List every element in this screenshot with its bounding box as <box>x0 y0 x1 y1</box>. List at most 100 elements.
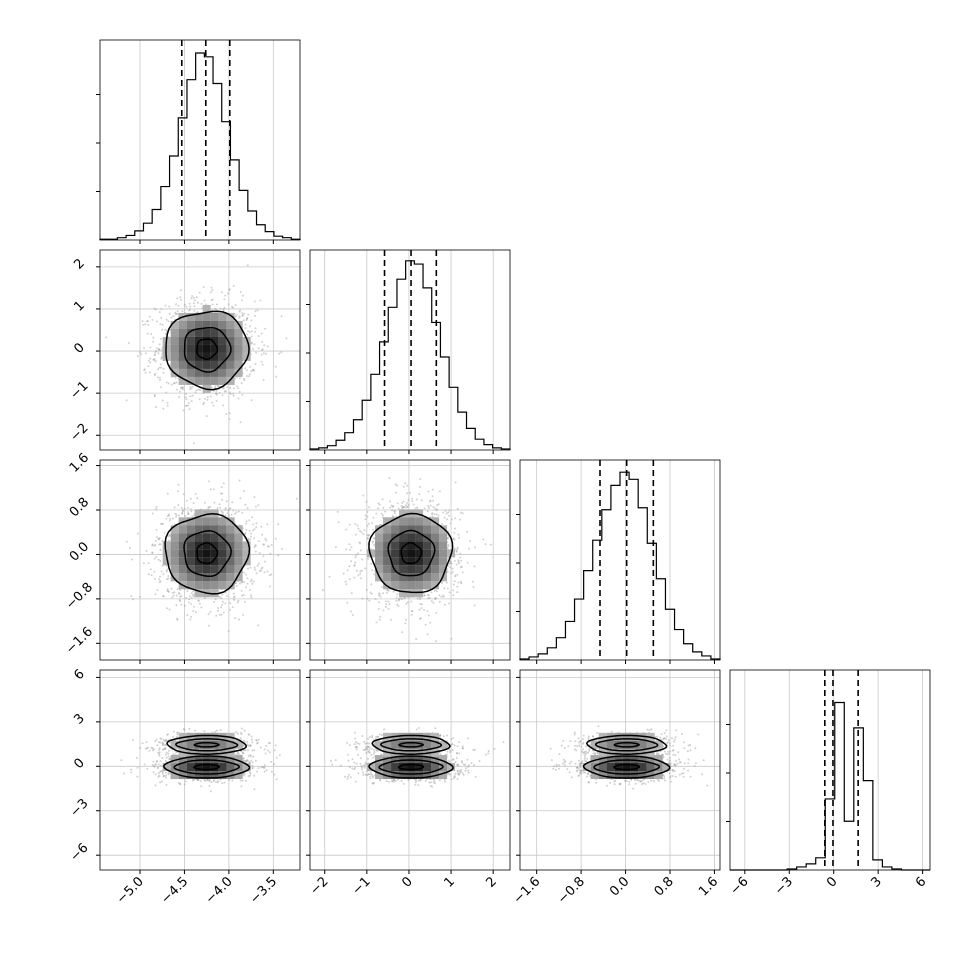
scatter-point <box>400 504 403 507</box>
scatter-point <box>250 399 253 402</box>
scatter-point <box>208 780 211 782</box>
scatter-point <box>159 549 162 551</box>
scatter-point <box>443 603 446 606</box>
scatter-point <box>218 385 221 388</box>
scatter-point <box>455 550 458 552</box>
scatter-point <box>245 319 248 321</box>
scatter-point <box>193 595 195 598</box>
scatter-point <box>346 569 349 572</box>
density-cell <box>218 368 227 377</box>
x-tick-label: 0 <box>824 874 840 890</box>
density-cell <box>210 573 219 582</box>
scatter-point <box>185 499 188 502</box>
scatter-point <box>166 515 169 518</box>
scatter-point <box>354 561 357 564</box>
scatter-point <box>190 592 193 595</box>
scatter-point <box>220 492 222 495</box>
density-cell <box>178 336 187 345</box>
scatter-point <box>253 496 256 499</box>
scatter-point <box>267 545 269 548</box>
density-cell <box>194 320 203 329</box>
scatter-point <box>227 515 230 518</box>
scatter-point <box>153 544 156 547</box>
scatter-point <box>255 351 258 354</box>
scatter-point <box>406 501 408 504</box>
scatter-point <box>263 344 266 347</box>
scatter-point <box>243 379 246 382</box>
density-cell <box>194 352 203 361</box>
scatter-point <box>250 596 253 599</box>
scatter-point <box>243 490 246 493</box>
scatter-point <box>159 543 162 546</box>
scatter-point <box>465 530 468 533</box>
density-cell <box>431 557 440 566</box>
density-cell <box>407 573 416 582</box>
panel-frame <box>99 249 301 451</box>
scatter-point <box>175 381 178 384</box>
scatter-point <box>216 303 218 306</box>
scatter-point <box>153 358 156 360</box>
scatter-point <box>193 309 196 312</box>
scatter-point <box>186 614 189 617</box>
scatter-point <box>237 397 240 400</box>
scatter-point <box>410 600 413 603</box>
scatter-point <box>431 512 434 515</box>
scatter-point <box>214 385 217 388</box>
scatter-point <box>246 507 249 510</box>
scatter-point <box>154 763 157 766</box>
scatter-point <box>450 637 453 640</box>
scatter-point <box>147 359 150 362</box>
scatter-point <box>261 566 264 569</box>
scatter-point <box>185 404 188 407</box>
scatter-point <box>397 507 400 510</box>
density-cell <box>391 549 400 558</box>
scatter-point <box>188 595 191 598</box>
density-cell <box>423 549 432 558</box>
density-cell <box>202 352 211 361</box>
scatter-point <box>253 774 256 777</box>
scatter-point <box>396 484 398 487</box>
density-cell <box>202 573 211 582</box>
scatter-point <box>274 744 277 747</box>
scatter-point <box>182 409 185 412</box>
scatter-point <box>167 755 170 758</box>
scatter-point <box>390 504 393 507</box>
scatter-point <box>254 544 257 547</box>
scatter-point <box>154 577 156 580</box>
density-cell <box>367 549 376 558</box>
density-cell <box>178 360 187 369</box>
scatter-point <box>382 592 384 595</box>
scatter-point <box>280 351 283 354</box>
scatter-point <box>221 498 223 501</box>
density-cell <box>194 344 203 353</box>
scatter-point <box>245 529 248 531</box>
scatter-point <box>244 532 247 535</box>
density-cell <box>210 533 219 542</box>
scatter-point <box>186 506 189 509</box>
scatter-point <box>239 421 242 424</box>
scatter-point <box>256 742 259 745</box>
scatter-point <box>243 729 246 732</box>
scatter-point <box>228 289 230 291</box>
density-cell <box>407 533 416 542</box>
scatter-point <box>153 307 156 310</box>
density-cell <box>170 541 179 550</box>
density-cell <box>234 549 243 558</box>
scatter-point <box>158 538 160 541</box>
scatter-point <box>241 594 244 597</box>
scatter-point <box>377 608 380 610</box>
scatter-point <box>459 552 462 555</box>
scatter-point <box>363 529 366 532</box>
scatter-point <box>460 559 463 562</box>
scatter-point <box>430 591 433 594</box>
scatter-point <box>190 603 193 606</box>
density-cell <box>415 541 424 550</box>
scatter-point <box>253 314 256 317</box>
scatter-point <box>361 597 364 600</box>
scatter-point <box>152 765 155 768</box>
density-cell <box>218 549 227 558</box>
scatter-point <box>448 591 451 594</box>
scatter-point <box>251 582 254 585</box>
scatter-point <box>250 319 253 322</box>
scatter-point <box>387 600 390 603</box>
